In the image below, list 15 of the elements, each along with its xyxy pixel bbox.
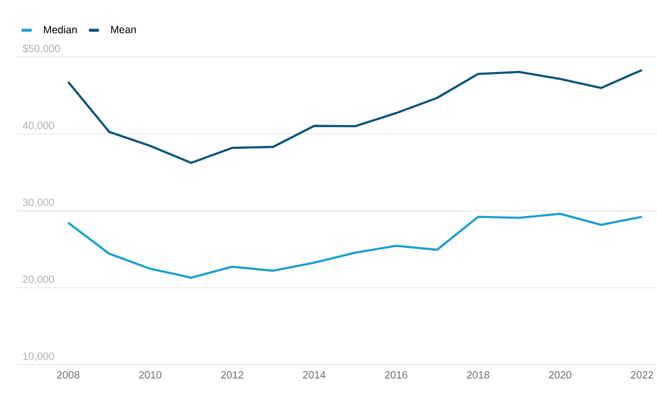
y-tick-label: 10,000 <box>23 352 54 362</box>
x-tick-label: 2022 <box>630 371 654 379</box>
y-tick-label: 30,000 <box>22 198 54 208</box>
x-tick-label: 2012 <box>221 371 244 379</box>
y-tick-label: 40,000 <box>22 122 54 131</box>
x-tick-label: 2020 <box>548 371 572 379</box>
x-tick-label: 2010 <box>139 371 162 379</box>
legend-label: Median <box>44 26 77 34</box>
x-tick-label: 2016 <box>385 371 408 379</box>
legend-label: Mean <box>111 26 136 34</box>
y-tick-label: $50,000 <box>22 44 60 54</box>
x-tick-label: 2014 <box>303 371 326 379</box>
x-tick-label: 2008 <box>57 371 80 379</box>
y-tick-label: 20,000 <box>23 276 54 284</box>
x-tick-label: 2018 <box>467 371 490 379</box>
